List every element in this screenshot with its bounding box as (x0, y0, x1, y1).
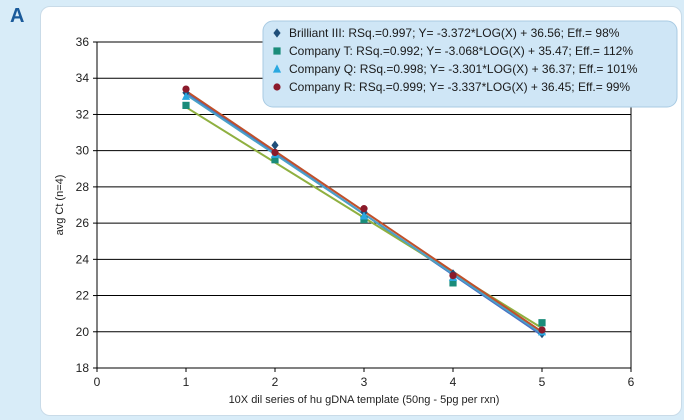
data-point-series-3-0 (182, 85, 190, 93)
data-point-series-2-2 (359, 211, 369, 220)
x-tick-label-3: 3 (361, 375, 368, 389)
legend-entry-1: Company T: RSq.=0.992; Y= -3.068*LOG(X) … (289, 44, 633, 58)
data-point-series-1-0 (182, 101, 190, 109)
data-point-series-3-1 (271, 148, 279, 157)
data-point-series-3-2 (360, 205, 368, 213)
x-axis-label: 10X dil series of hu gDNA template (50ng… (229, 394, 500, 406)
y-axis-label: avg Ct (n=4) (54, 175, 66, 236)
x-tick-label-1: 1 (183, 375, 190, 389)
legend-marker-2 (272, 64, 282, 73)
y-tick-label-30: 30 (76, 144, 90, 158)
legend-marker-0 (273, 28, 281, 38)
legend-entry-0: Brilliant III: RSq.=0.997; Y= -3.372*LOG… (289, 26, 620, 40)
data-point-series-1-1 (271, 156, 279, 164)
legend: Brilliant III: RSq.=0.997; Y= -3.372*LOG… (262, 20, 678, 108)
x-tick-label-4: 4 (450, 375, 457, 389)
data-points (181, 85, 547, 339)
data-point-series-1-4 (538, 319, 546, 327)
legend-box (262, 20, 678, 108)
legend-entry-2: Company Q: RSq.=0.998; Y= -3.301*LOG(X) … (289, 62, 638, 76)
x-tick-label-0: 0 (94, 375, 101, 389)
data-point-series-0-1 (271, 140, 279, 150)
y-tick-label-34: 34 (76, 71, 90, 85)
x-tick-label-2: 2 (272, 375, 279, 389)
legend-marker-3 (273, 83, 281, 91)
y-tick-label-28: 28 (76, 180, 90, 194)
data-point-series-1-3 (449, 279, 457, 287)
data-point-series-2-0 (181, 91, 191, 100)
y-tick-label-18: 18 (76, 361, 90, 375)
data-point-series-3-3 (449, 272, 457, 280)
y-tick-label-32: 32 (76, 107, 90, 121)
y-tick-label-26: 26 (76, 216, 90, 230)
data-point-series-3-4 (538, 326, 546, 334)
panel-label: A (10, 5, 25, 27)
x-tick-label-5: 5 (539, 375, 546, 389)
y-tick-label-24: 24 (76, 252, 90, 266)
legend-marker-1 (273, 47, 281, 55)
x-tick-label-6: 6 (628, 375, 635, 389)
y-tick-label-22: 22 (76, 289, 90, 303)
chart-container: 18 20 22 24 26 28 30 32 34 36 0 1 2 3 4 5 6 10X dil seri… (40, 6, 682, 416)
data-point-series-1-2 (360, 215, 368, 224)
y-tick-label-36: 36 (76, 35, 90, 49)
legend-entry-3: Company R: RSq.=0.999; Y= -3.337*LOG(X) … (289, 80, 630, 94)
y-tick-label-20: 20 (76, 325, 90, 339)
